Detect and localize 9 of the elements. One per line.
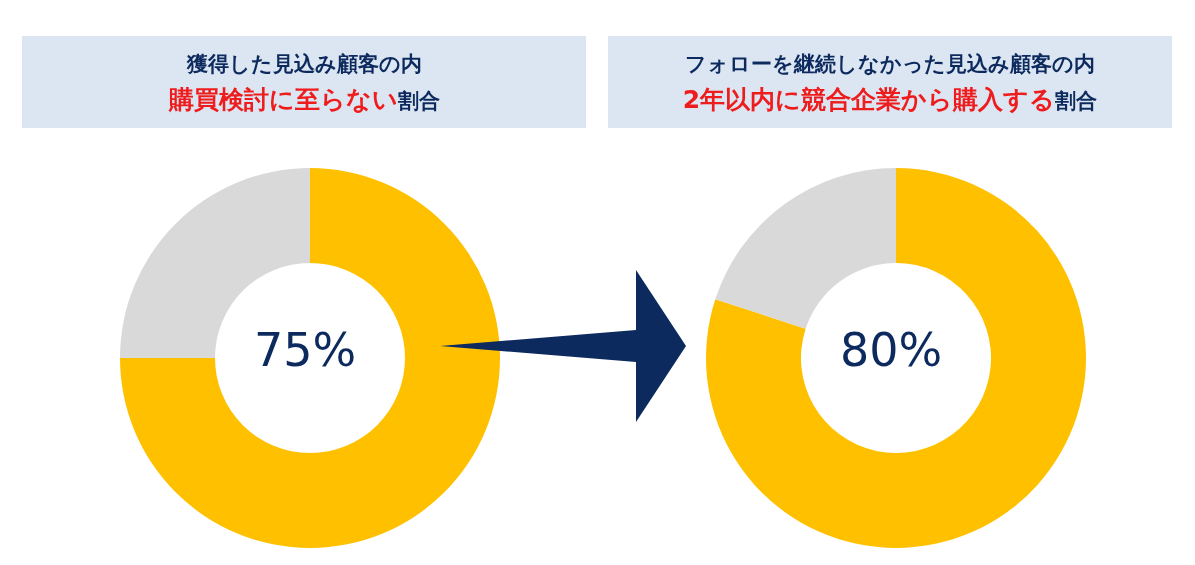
chart-subtitle: 2年以内に競合企業から購入する割合 (682, 84, 1098, 114)
donut-slice (706, 168, 1086, 548)
text: 75% (252, 323, 358, 377)
donut-slice (715, 168, 896, 329)
donut-slice (120, 168, 500, 548)
text: 80% (838, 323, 944, 377)
chart-title: フォローを継続しなかった見込み顧客の内 (685, 50, 1095, 78)
chart-title: 獲得した見込み顧客の内 (186, 50, 422, 78)
chart-subtitle: 購買検討に至らない割合 (168, 84, 440, 114)
